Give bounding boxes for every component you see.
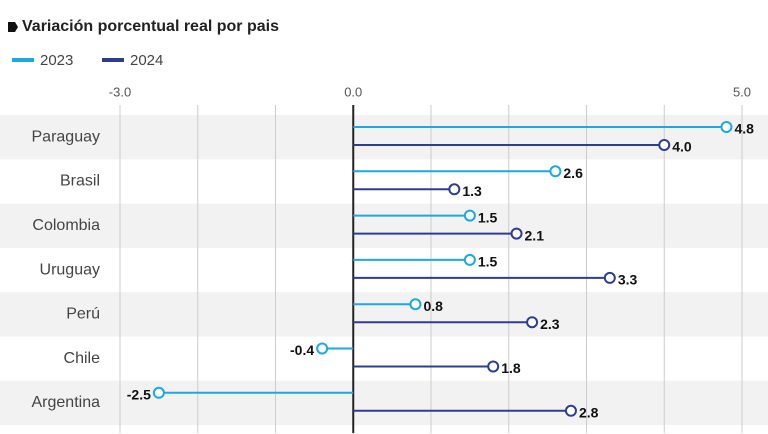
category-label: Brasil — [60, 173, 100, 190]
marker — [658, 139, 671, 151]
marker — [549, 165, 562, 178]
marker — [448, 183, 461, 196]
marker — [152, 386, 165, 399]
x-tick-label: 0.0 — [344, 84, 362, 99]
row-band — [0, 292, 768, 337]
marker — [564, 404, 577, 417]
value-label: 2.3 — [540, 316, 560, 332]
value-label: 1.5 — [478, 209, 498, 225]
x-tick-label: 5.0 — [733, 84, 751, 99]
category-label: Perú — [66, 306, 100, 323]
category-label: Argentina — [32, 394, 101, 411]
value-label: 1.3 — [462, 183, 482, 199]
marker — [526, 316, 539, 329]
row-band — [0, 380, 768, 426]
value-label: 2.6 — [563, 165, 583, 181]
marker — [510, 227, 523, 240]
value-label: 1.5 — [478, 254, 498, 270]
marker — [463, 253, 476, 266]
value-label: 2.1 — [525, 227, 545, 243]
marker — [316, 342, 329, 355]
subtitle-icon — [8, 22, 18, 32]
value-label: 4.8 — [734, 121, 754, 137]
legend-label: 2024 — [130, 52, 163, 69]
value-label: 1.8 — [501, 360, 521, 376]
value-label: -0.4 — [290, 342, 314, 358]
value-label: 0.8 — [423, 298, 443, 314]
chart-subtitle: Variación porcentual real por pais — [22, 18, 279, 35]
row-band — [0, 115, 768, 160]
marker — [409, 298, 422, 311]
value-label: -2.5 — [127, 387, 151, 403]
value-label: 3.3 — [618, 272, 638, 288]
marker — [720, 121, 733, 133]
marker — [603, 271, 616, 284]
value-label: 2.8 — [579, 405, 599, 421]
marker — [487, 360, 500, 373]
category-label: Colombia — [32, 217, 100, 234]
row-band — [0, 203, 768, 248]
legend-label: 2023 — [40, 52, 73, 69]
category-label: Chile — [64, 350, 101, 367]
category-label: Paraguay — [32, 128, 101, 145]
value-label: 4.0 — [672, 139, 692, 155]
marker — [463, 209, 476, 222]
category-label: Uruguay — [40, 261, 100, 278]
x-tick-label: -3.0 — [109, 84, 131, 99]
